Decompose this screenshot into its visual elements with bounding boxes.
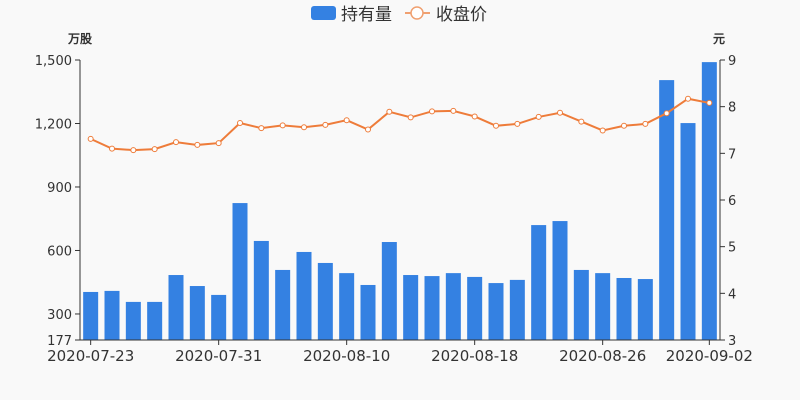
price-point-2020-08-17[interactable]: [450, 107, 457, 114]
price-point-2020-09-01[interactable]: [685, 95, 691, 102]
left-tick-label: 1,200: [35, 117, 72, 132]
left-tick-label: 300: [47, 308, 72, 323]
price-point-2020-07-30[interactable]: [194, 141, 201, 148]
bar-2020-08-03[interactable]: [232, 203, 248, 340]
legend-marker-swatch: [410, 6, 424, 20]
price-point-2020-09-02[interactable]: [706, 99, 713, 106]
bar-2020-08-25[interactable]: [573, 269, 589, 340]
bar-2020-07-23[interactable]: [83, 291, 99, 340]
right-tick-label: 7: [728, 147, 736, 162]
right-axis-unit: 元: [713, 32, 725, 46]
bar-2020-08-26[interactable]: [595, 273, 611, 340]
right-tick-label: 8: [728, 101, 736, 116]
bar-2020-08-11[interactable]: [360, 284, 376, 340]
left-tick-label: 900: [47, 181, 72, 196]
legend-item-price[interactable]: 收盘价: [405, 5, 487, 25]
legend-item-holdings[interactable]: 持有量: [311, 5, 392, 25]
legend-label-price: 收盘价: [436, 5, 487, 25]
price-point-2020-08-06[interactable]: [301, 124, 307, 131]
x-tick-label: 2020-07-23: [47, 347, 134, 365]
bar-2020-08-05[interactable]: [275, 269, 291, 340]
bar-2020-08-18[interactable]: [467, 276, 483, 340]
x-tick-label: 2020-08-26: [559, 347, 646, 365]
bar-2020-07-24[interactable]: [104, 290, 120, 340]
right-tick-label: 5: [728, 241, 736, 256]
right-tick-label: 4: [728, 287, 736, 302]
price-point-2020-07-31[interactable]: [215, 140, 222, 147]
x-tick-label: 2020-09-02: [666, 347, 753, 365]
price-point-2020-07-23[interactable]: [87, 135, 94, 142]
price-point-2020-08-28[interactable]: [642, 120, 649, 127]
legend[interactable]: 持有量 收盘价: [311, 5, 487, 25]
bar-2020-08-13[interactable]: [403, 275, 419, 340]
bar-2020-08-28[interactable]: [637, 279, 653, 340]
price-point-2020-08-20[interactable]: [514, 120, 521, 127]
x-tick-label: 2020-08-10: [303, 347, 390, 365]
price-point-2020-08-31[interactable]: [663, 110, 670, 117]
bar-2020-08-20[interactable]: [509, 279, 525, 340]
left-tick-label: 600: [47, 244, 72, 259]
bar-2020-08-24[interactable]: [552, 221, 568, 340]
price-point-2020-08-14[interactable]: [429, 108, 435, 115]
bar-2020-07-28[interactable]: [147, 301, 163, 340]
bar-2020-07-29[interactable]: [168, 275, 184, 340]
bar-2020-08-17[interactable]: [445, 273, 461, 340]
bar-2020-08-27[interactable]: [616, 277, 632, 340]
price-point-2020-08-04[interactable]: [258, 125, 265, 132]
price-point-2020-08-19[interactable]: [493, 122, 499, 129]
bar-2020-09-01[interactable]: [680, 123, 696, 340]
bar-2020-08-04[interactable]: [253, 240, 269, 340]
price-point-2020-08-25[interactable]: [578, 118, 585, 125]
bar-2020-09-02[interactable]: [701, 62, 717, 341]
right-tick-label: 3: [728, 334, 736, 349]
right-tick-label: 6: [728, 194, 736, 209]
price-point-2020-08-10[interactable]: [343, 117, 350, 124]
bar-2020-08-19[interactable]: [488, 283, 504, 340]
bar-2020-07-31[interactable]: [211, 294, 227, 340]
bar-2020-08-12[interactable]: [381, 242, 397, 340]
price-point-2020-08-27[interactable]: [621, 122, 627, 129]
left-axis-unit: 万股: [67, 31, 93, 46]
price-point-2020-08-26[interactable]: [599, 127, 606, 134]
x-tick-label: 2020-07-31: [175, 347, 262, 365]
price-point-2020-08-11[interactable]: [365, 126, 371, 133]
price-point-2020-08-07[interactable]: [322, 121, 329, 128]
bar-2020-08-07[interactable]: [317, 262, 333, 340]
left-tick-label: 1,500: [35, 54, 72, 69]
price-point-2020-07-28[interactable]: [151, 146, 158, 153]
right-tick-label: 9: [728, 54, 736, 69]
x-tick-label: 2020-08-18: [431, 347, 518, 365]
price-point-2020-08-21[interactable]: [535, 113, 542, 120]
bar-2020-08-21[interactable]: [531, 225, 547, 340]
legend-label-holdings: 持有量: [341, 5, 392, 25]
price-point-2020-07-24[interactable]: [109, 145, 115, 152]
left-tick-label: 177: [47, 334, 72, 349]
price-point-2020-07-27[interactable]: [130, 147, 137, 154]
price-point-2020-08-24[interactable]: [557, 109, 563, 116]
price-point-2020-08-12[interactable]: [386, 108, 393, 115]
price-point-2020-08-13[interactable]: [407, 114, 414, 121]
bar-2020-08-14[interactable]: [424, 276, 440, 340]
bar-2020-07-27[interactable]: [125, 301, 141, 340]
price-point-2020-08-18[interactable]: [471, 113, 478, 120]
bar-2020-08-10[interactable]: [339, 273, 355, 340]
bar-2020-08-06[interactable]: [296, 251, 312, 340]
price-point-2020-07-29[interactable]: [173, 139, 179, 146]
legend-bar-swatch: [311, 6, 336, 20]
price-line: [90, 97, 710, 152]
price-point-2020-08-03[interactable]: [237, 120, 243, 126]
bar-2020-07-30[interactable]: [189, 286, 205, 340]
bar-2020-08-31[interactable]: [659, 80, 675, 340]
price-point-2020-08-05[interactable]: [279, 122, 286, 129]
